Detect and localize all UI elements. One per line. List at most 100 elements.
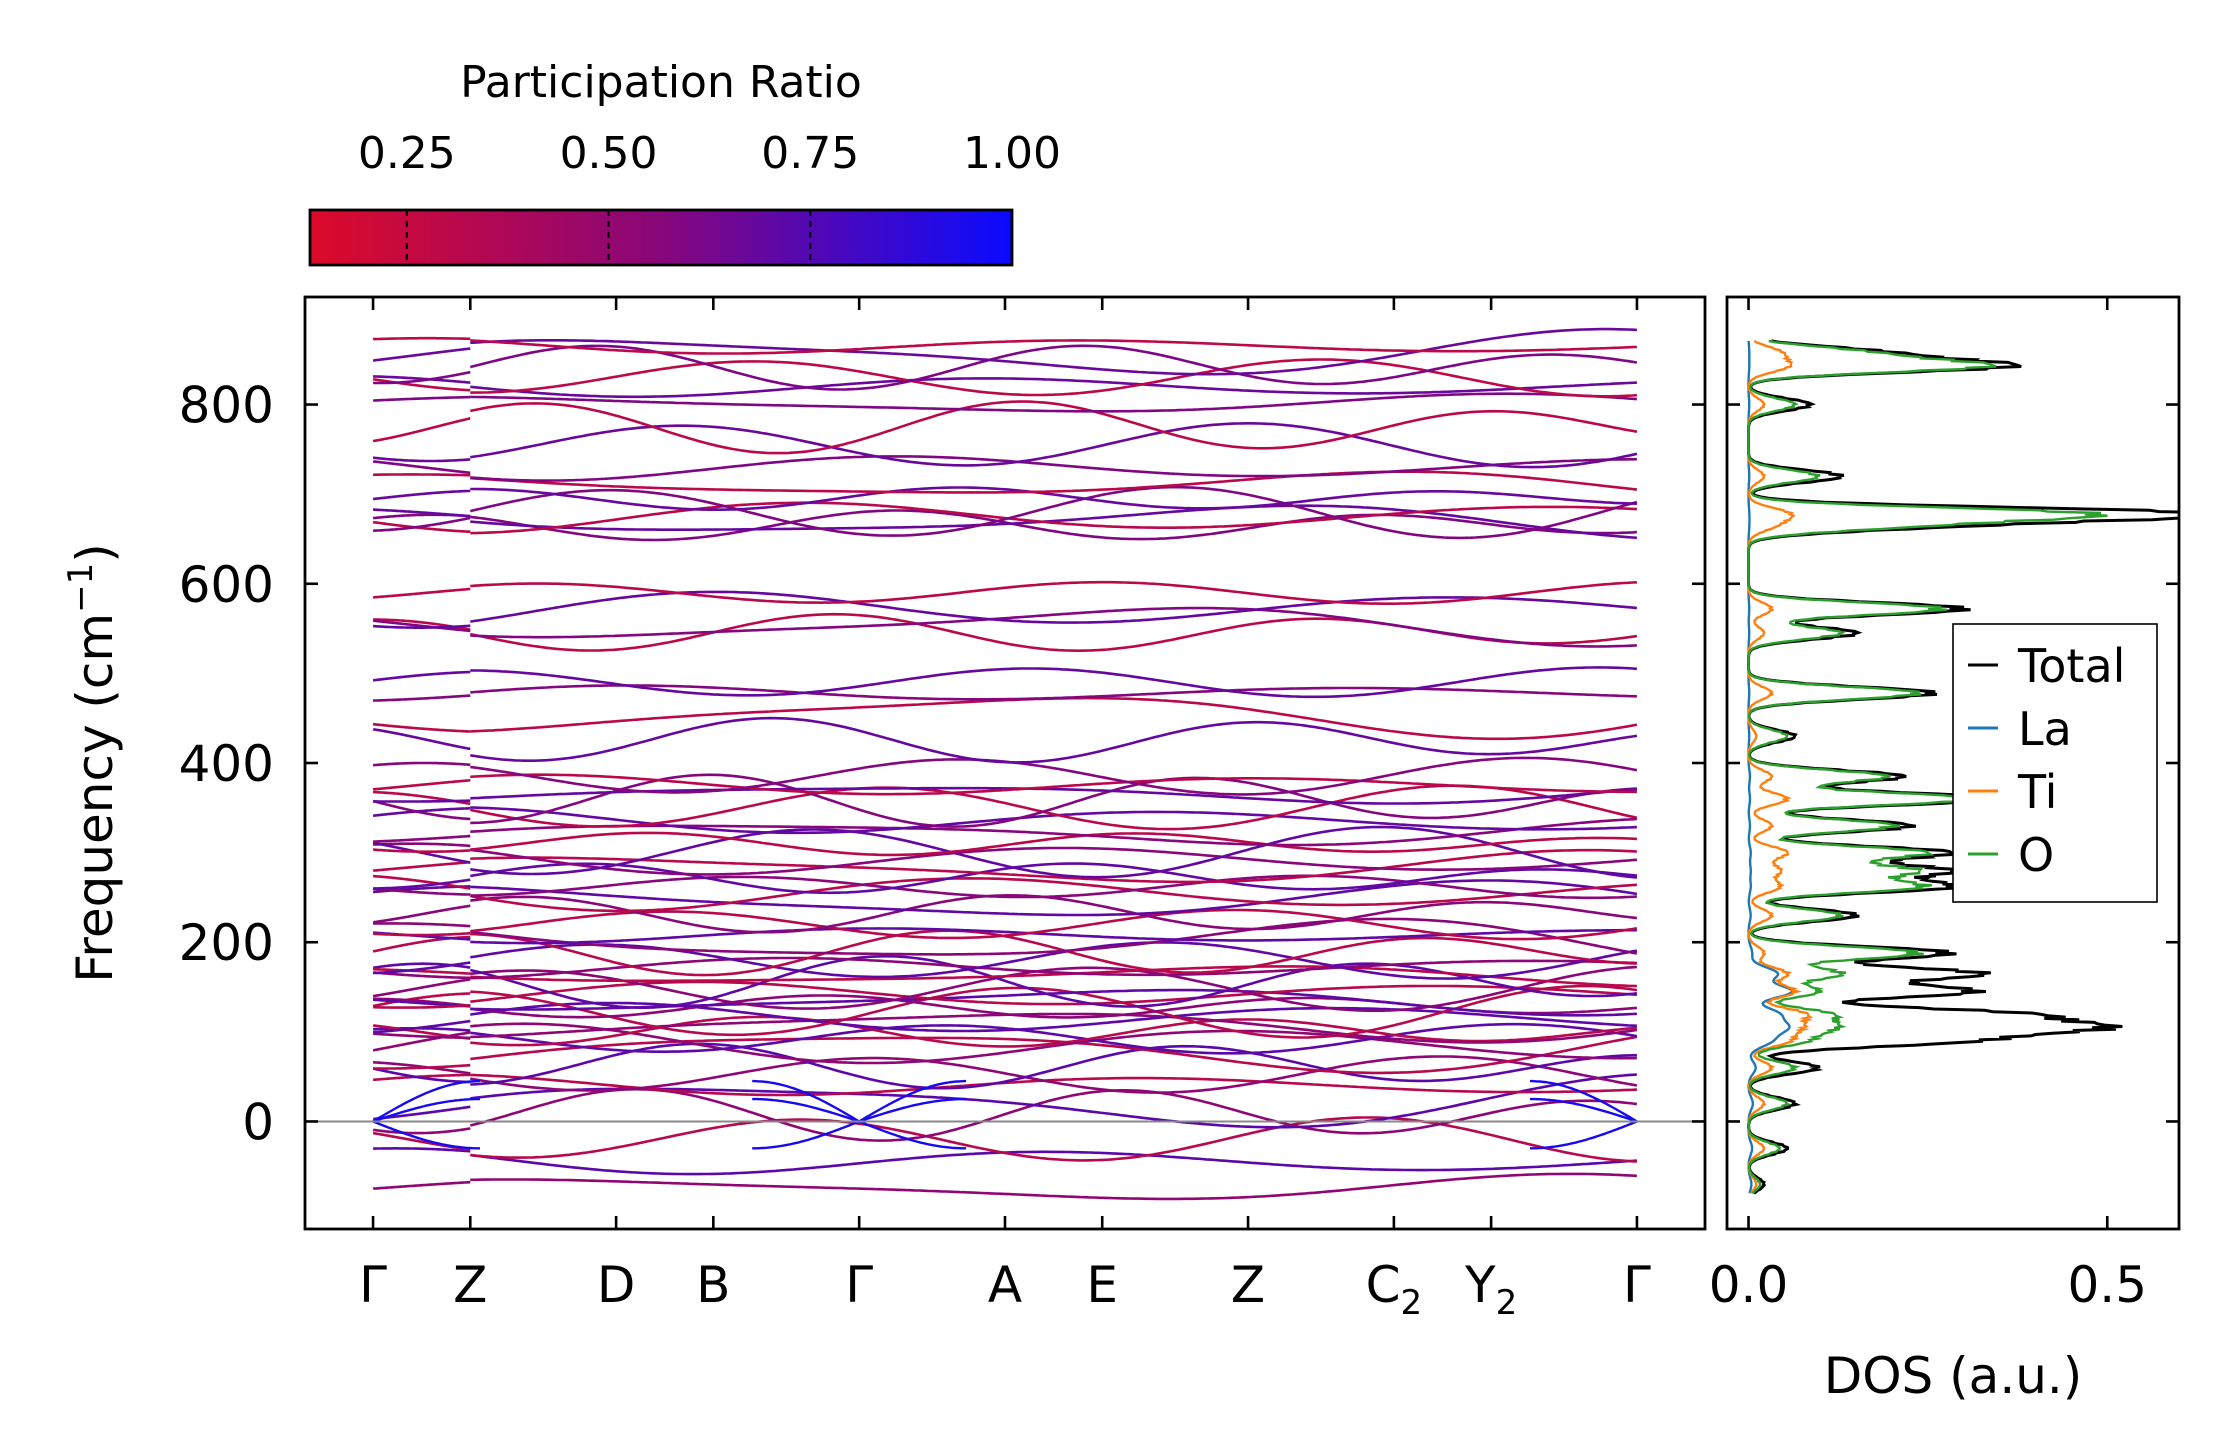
y-axis-label-close: ) <box>66 543 124 563</box>
dos-x-tick-label: 0.5 <box>2067 1256 2147 1314</box>
phonon-band <box>470 684 1637 701</box>
phonon-band <box>373 347 471 362</box>
phonon-band <box>373 967 471 975</box>
kpoint-letter: Γ <box>359 1256 387 1314</box>
phonon-band <box>373 961 471 975</box>
dos-curve-ti <box>1747 339 1814 1194</box>
phonon-band <box>373 1032 471 1040</box>
phonon-band <box>470 606 1637 648</box>
phonon-band <box>470 1042 1637 1090</box>
phonon-band <box>470 917 1638 956</box>
phonon-band <box>373 587 471 599</box>
acoustic-branch <box>1530 1079 1638 1123</box>
phonon-band <box>373 395 471 402</box>
kpoint-letter: D <box>597 1256 636 1314</box>
dos-panel: 0.0 0.5 DOS (a.u.) Total La Ti O <box>1709 295 2181 1405</box>
colorbar-tick-label: 0.50 <box>560 128 658 179</box>
phonon-band <box>470 509 1637 542</box>
kpoint-label: Γ <box>845 1256 873 1314</box>
colorbar-tick-label: 0.25 <box>358 128 456 179</box>
phonon-band <box>470 580 1637 605</box>
y-axis-label-sup: −1 <box>61 563 101 613</box>
colorbar-tick-label: 1.00 <box>963 128 1061 179</box>
phonon-band <box>373 1063 471 1070</box>
acoustic-branch <box>858 1120 967 1150</box>
phonon-band <box>372 971 471 980</box>
phonon-band <box>372 1180 471 1190</box>
kpoint-letter: E <box>1086 1256 1118 1314</box>
phonon-band <box>470 339 1637 355</box>
phonon-band <box>470 862 1638 895</box>
dos-legend: Total La Ti O <box>1952 623 2158 903</box>
phonon-band <box>372 860 471 872</box>
y-axis-label-text: Frequency (cm <box>66 613 124 983</box>
phonon-band <box>470 400 1638 455</box>
phonon-band <box>470 846 1637 876</box>
phonon-band <box>470 392 1637 413</box>
dos-frequency-ticks <box>1727 403 2179 1123</box>
acoustic-branch <box>372 1079 480 1123</box>
kpoint-label: Z <box>1231 1256 1265 1314</box>
phonon-band <box>470 327 1637 376</box>
kpoint-letter: Y <box>1464 1256 1496 1314</box>
phonon-band <box>372 460 471 475</box>
kpoint-label: C2 <box>1366 1256 1423 1323</box>
phonon-band <box>470 422 1638 469</box>
phonon-band <box>470 1150 1637 1176</box>
phonon-band <box>470 893 1638 934</box>
phonon-band <box>372 992 471 1008</box>
phonon-band <box>373 1004 471 1009</box>
dos-x-tick-label: 0.0 <box>1709 1256 1789 1314</box>
phonon-band <box>373 619 471 633</box>
legend-label: O <box>2018 828 2054 882</box>
phonon-band <box>470 455 1637 482</box>
dos-x-axis-label: DOS (a.u.) <box>1824 1347 2083 1405</box>
phonon-band <box>470 879 1638 917</box>
phonon-band <box>470 874 1637 900</box>
legend-frame <box>1952 623 2158 903</box>
phonon-band <box>372 978 471 998</box>
phonon-band <box>470 590 1638 624</box>
kpoint-label: D <box>597 1256 636 1314</box>
colorbar-tick-label: 0.75 <box>761 128 859 179</box>
phonon-band <box>470 848 1637 884</box>
phonon-band <box>470 716 1638 764</box>
phonon-band <box>470 470 1638 494</box>
kpoint-label: B <box>696 1256 730 1314</box>
phonon-band <box>470 876 1637 913</box>
phonon-band <box>470 831 1637 857</box>
phonon-band <box>372 779 471 791</box>
phonon-band <box>470 1172 1637 1201</box>
phonon-band <box>470 786 1637 805</box>
colorbar-title: Participation Ratio <box>460 57 862 108</box>
phonon-band <box>373 508 471 518</box>
phonon-band <box>470 504 1637 540</box>
acoustic-branch <box>858 1097 967 1123</box>
kpoint-label: E <box>1086 1256 1118 1314</box>
kpoint-label: Z <box>453 1256 487 1314</box>
phonon-band <box>373 375 471 384</box>
dos-axis-ticks: 0.0 0.5 <box>1709 297 2147 1314</box>
phonon-band <box>469 485 1638 540</box>
phonon-band <box>373 834 471 843</box>
colorbar: Participation Ratio 0.25 0.50 0.75 1.00 <box>308 57 1061 267</box>
phonon-band <box>373 473 471 477</box>
y-tick-label: 0 <box>242 1093 274 1151</box>
acoustic-branch <box>752 1120 860 1150</box>
phonon-band <box>373 761 471 767</box>
acoustic-branch <box>858 1079 967 1123</box>
phonon-band <box>373 370 471 385</box>
kpath-axis-ticks: Γ Z D B Γ A E Z C2 Y2 Γ <box>359 297 1651 1323</box>
phonon-band <box>373 489 471 501</box>
legend-label: Total <box>2017 639 2125 693</box>
phonon-band <box>373 904 471 924</box>
phonon-band <box>373 931 471 937</box>
y-tick-label: 400 <box>179 735 274 793</box>
dos-curve-la <box>1747 340 1794 1194</box>
phonon-band <box>470 1012 1638 1044</box>
dos-curves <box>1747 339 2179 1195</box>
acoustic-branch <box>372 1097 480 1123</box>
kpoint-letter: A <box>988 1256 1022 1314</box>
